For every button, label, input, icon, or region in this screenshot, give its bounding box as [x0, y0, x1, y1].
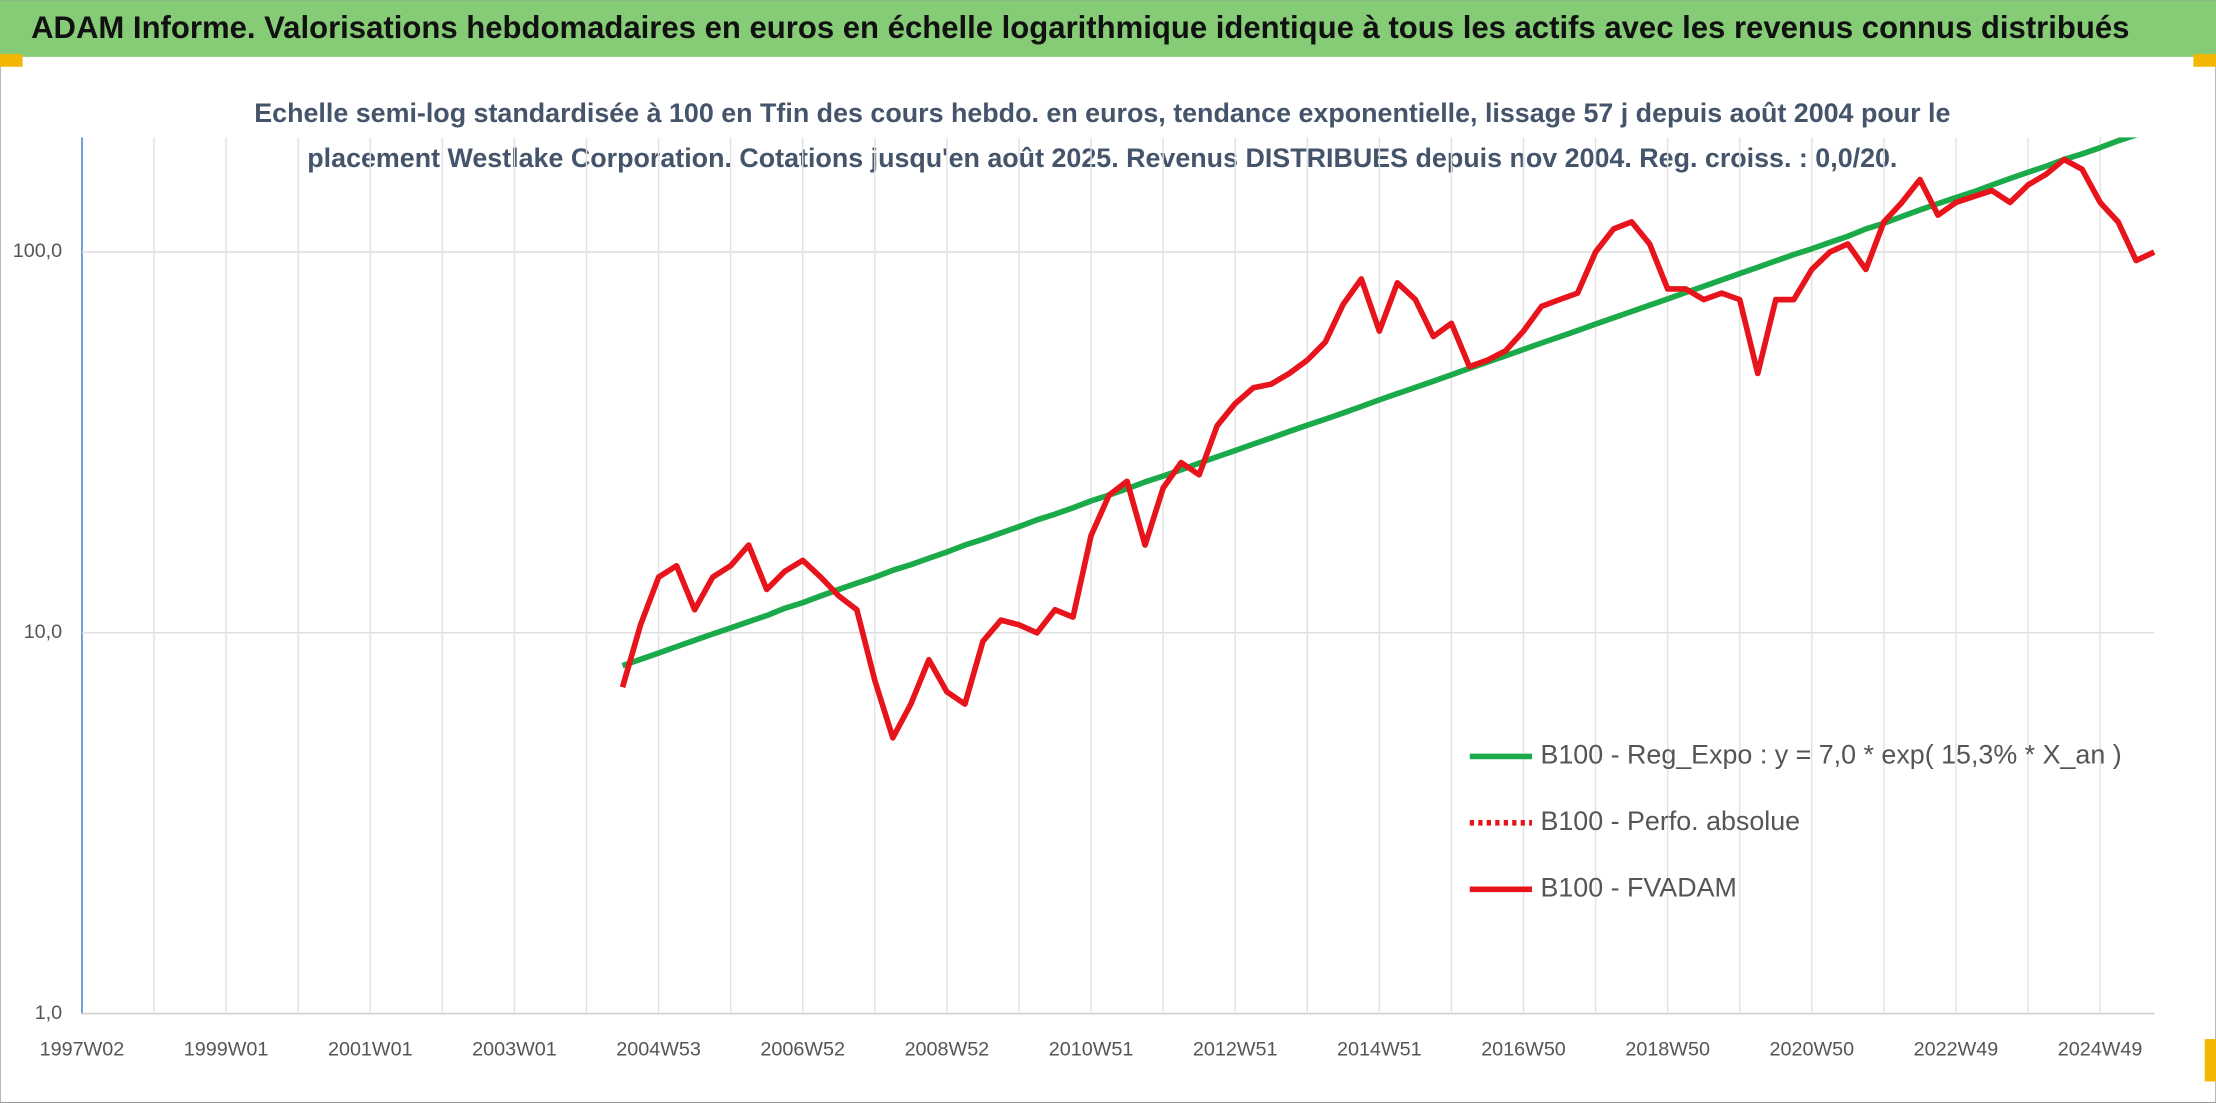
x-tick-label: 2004W53 [616, 1039, 701, 1061]
x-tick-label: 1997W02 [40, 1039, 125, 1061]
corner [2193, 54, 2216, 67]
x-tick-label: 2012W51 [1193, 1039, 1278, 1061]
y-tick-label: 100,0 [13, 240, 62, 262]
x-tick-label: 2008W52 [905, 1039, 990, 1061]
legend-label: B100 - Perfo. absolue [1540, 806, 1800, 836]
legend-label: B100 - FVADAM [1540, 872, 1736, 902]
x-tick-label: 2024W49 [2058, 1039, 2143, 1061]
chart-title: ADAM Informe. Valorisations hebdomadaire… [31, 10, 2129, 45]
y-tick-label: 10,0 [24, 621, 62, 643]
x-tick-label: 1999W01 [184, 1039, 269, 1061]
legend: B100 - Reg_Expo : y = 7,0 * exp( 15,3% *… [1469, 740, 2122, 902]
y-tick-label: 1,0 [35, 1002, 62, 1024]
header-bar [0, 0, 2216, 57]
x-tick-label: 2006W52 [760, 1039, 845, 1061]
x-tick-label: 2020W50 [1769, 1039, 1854, 1061]
corner [2204, 1039, 2216, 1082]
legend-label: B100 - Reg_Expo : y = 7,0 * exp( 15,3% *… [1540, 740, 2121, 770]
x-tick-label: 2001W01 [328, 1039, 413, 1061]
series-line [621, 137, 2138, 669]
x-tick-label: 2014W51 [1337, 1039, 1422, 1061]
corner [0, 54, 23, 67]
x-tick-label: 2010W51 [1049, 1039, 1134, 1061]
chart-subtitle: placement Westlake Corporation. Cotation… [307, 143, 1897, 173]
x-tick-label: 2016W50 [1481, 1039, 1566, 1061]
x-tick-label: 2018W50 [1625, 1039, 1710, 1061]
x-tick-label: 2003W01 [472, 1039, 557, 1061]
plot [619, 137, 2156, 741]
x-tick-label: 2022W49 [1914, 1039, 1999, 1061]
series-line [619, 156, 2156, 741]
chart-subtitle: Echelle semi-log standardisée à 100 en T… [254, 98, 1950, 128]
